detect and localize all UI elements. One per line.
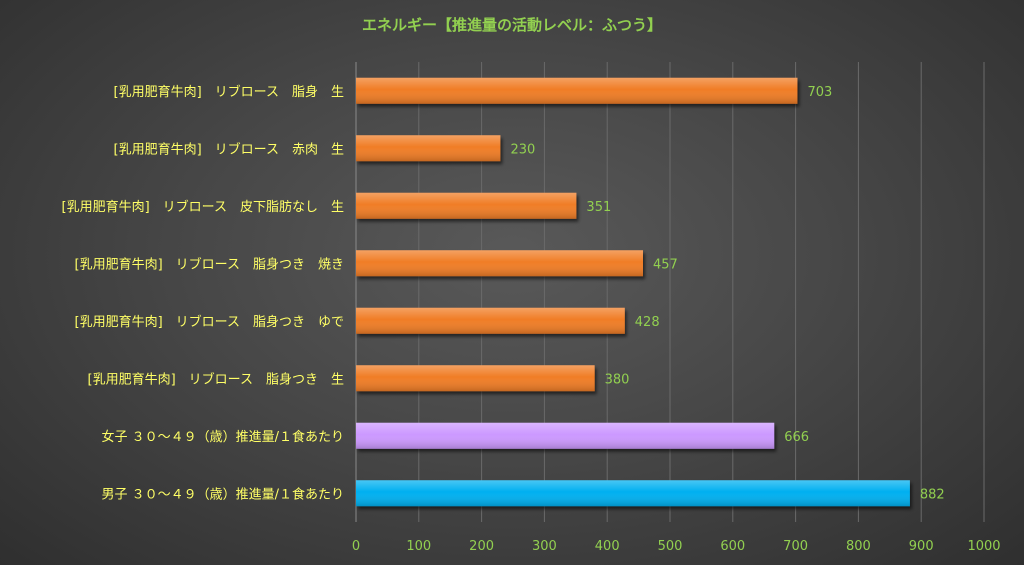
data-label: 703 — [807, 85, 832, 100]
x-tick-label: 200 — [469, 539, 494, 554]
bar-highlight — [356, 480, 910, 507]
chart-title: エネルギー【推進量の活動レベル：ふつう】 — [362, 16, 662, 34]
data-label: 428 — [635, 315, 660, 330]
bar-highlight — [356, 192, 577, 219]
bar-highlight — [356, 365, 595, 392]
category-label: [乳用肥育牛肉] リブロース 脂身つき ゆで — [75, 314, 345, 330]
x-tick-label: 400 — [595, 539, 620, 554]
bar-highlight — [356, 307, 625, 334]
data-label: 457 — [653, 257, 678, 272]
category-label: [乳用肥育牛肉] リブロース 脂身つき 焼き — [75, 256, 345, 272]
category-label: [乳用肥育牛肉] リブロース 皮下脂肪なし 生 — [62, 199, 345, 215]
x-tick-label: 300 — [532, 539, 557, 554]
x-tick-label: 700 — [783, 539, 808, 554]
bars — [356, 77, 910, 507]
bar-highlight — [356, 422, 775, 449]
data-label: 666 — [784, 430, 809, 445]
bar-highlight — [356, 250, 643, 277]
x-tick-label: 900 — [909, 539, 934, 554]
category-label: 男子 ３０～４９（歳）推進量/１食あたり — [101, 486, 344, 502]
bar-highlight — [356, 77, 798, 104]
category-label: [乳用肥育牛肉] リブロース 赤肉 生 — [114, 141, 345, 157]
category-labels: [乳用肥育牛肉] リブロース 脂身 生 [乳用肥育牛肉] リブロース 赤肉 生 [乳… — [62, 84, 345, 503]
category-label: 女子 ３０～４９（歳）推進量/１食あたり — [101, 429, 344, 445]
category-label: [乳用肥育牛肉] リブロース 脂身つき 生 — [88, 371, 345, 387]
category-label: [乳用肥育牛肉] リブロース 脂身 生 — [114, 84, 345, 100]
x-tick-label: 0 — [352, 539, 360, 554]
gridlines — [355, 62, 985, 522]
x-tick-label: 600 — [720, 539, 745, 554]
bar-highlight — [356, 135, 501, 162]
data-label: 230 — [510, 142, 535, 157]
data-label: 380 — [605, 372, 630, 387]
x-tick-label: 500 — [658, 539, 683, 554]
x-tick-label: 1000 — [967, 539, 1000, 554]
data-label: 351 — [586, 200, 611, 215]
x-axis-tick-labels: 0 100 200 300 400 500 600 700 800 900 1000 — [352, 539, 1001, 554]
x-tick-label: 800 — [846, 539, 871, 554]
data-label: 882 — [920, 487, 945, 502]
x-tick-label: 100 — [406, 539, 431, 554]
data-labels: 703 230 351 457 428 380 666 882 — [510, 85, 944, 503]
